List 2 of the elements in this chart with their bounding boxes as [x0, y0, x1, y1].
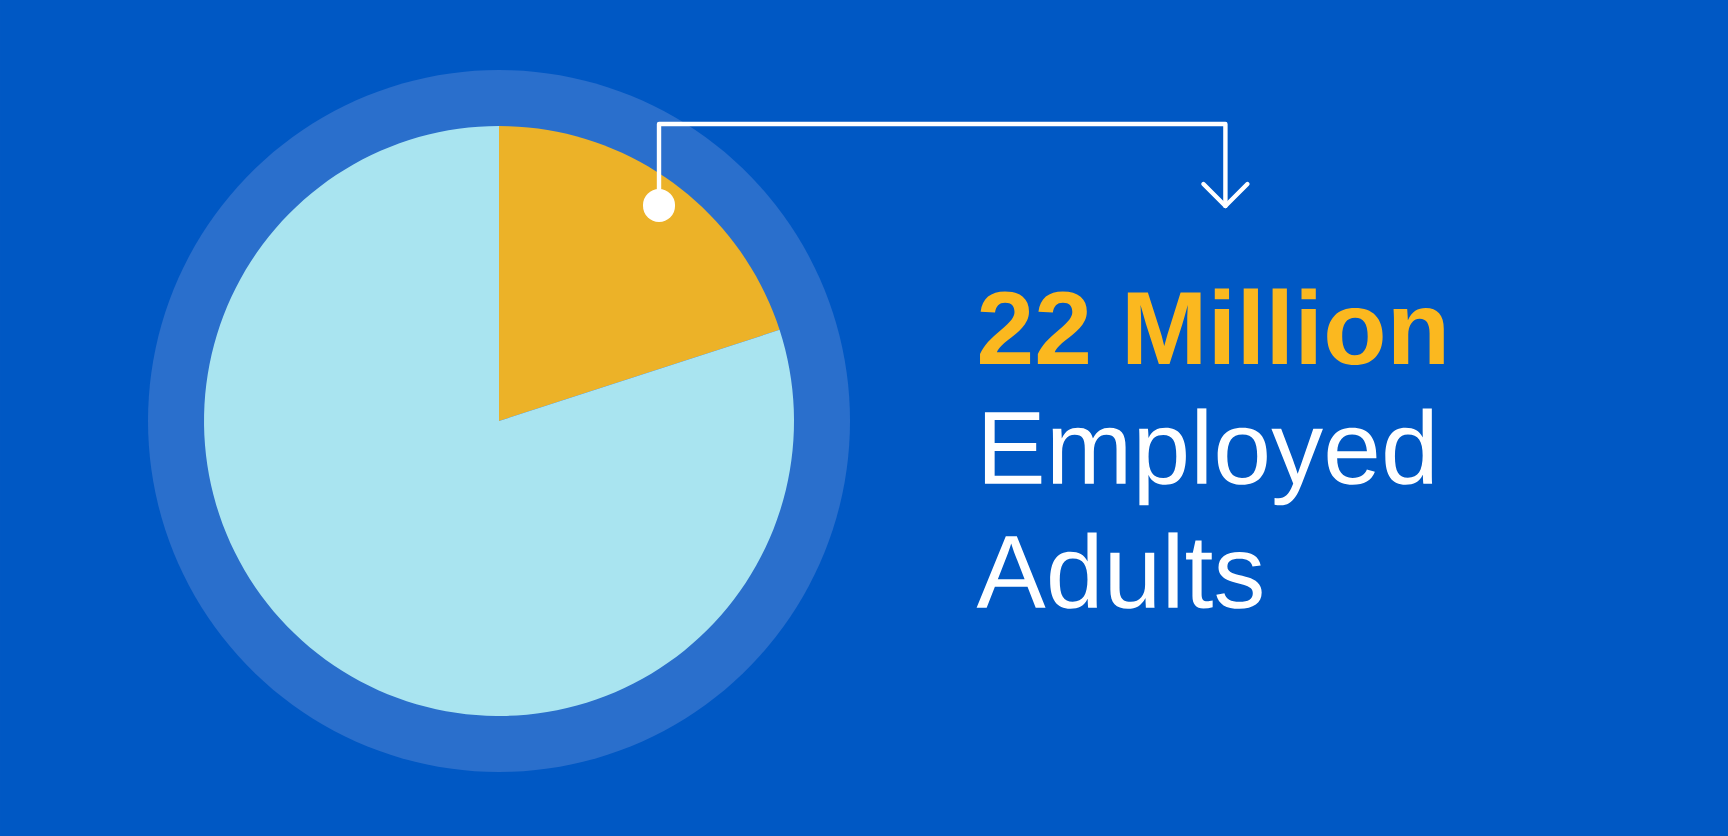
text: Employed Adults	[976, 408, 1433, 609]
text: 22 Million	[980, 288, 1444, 365]
